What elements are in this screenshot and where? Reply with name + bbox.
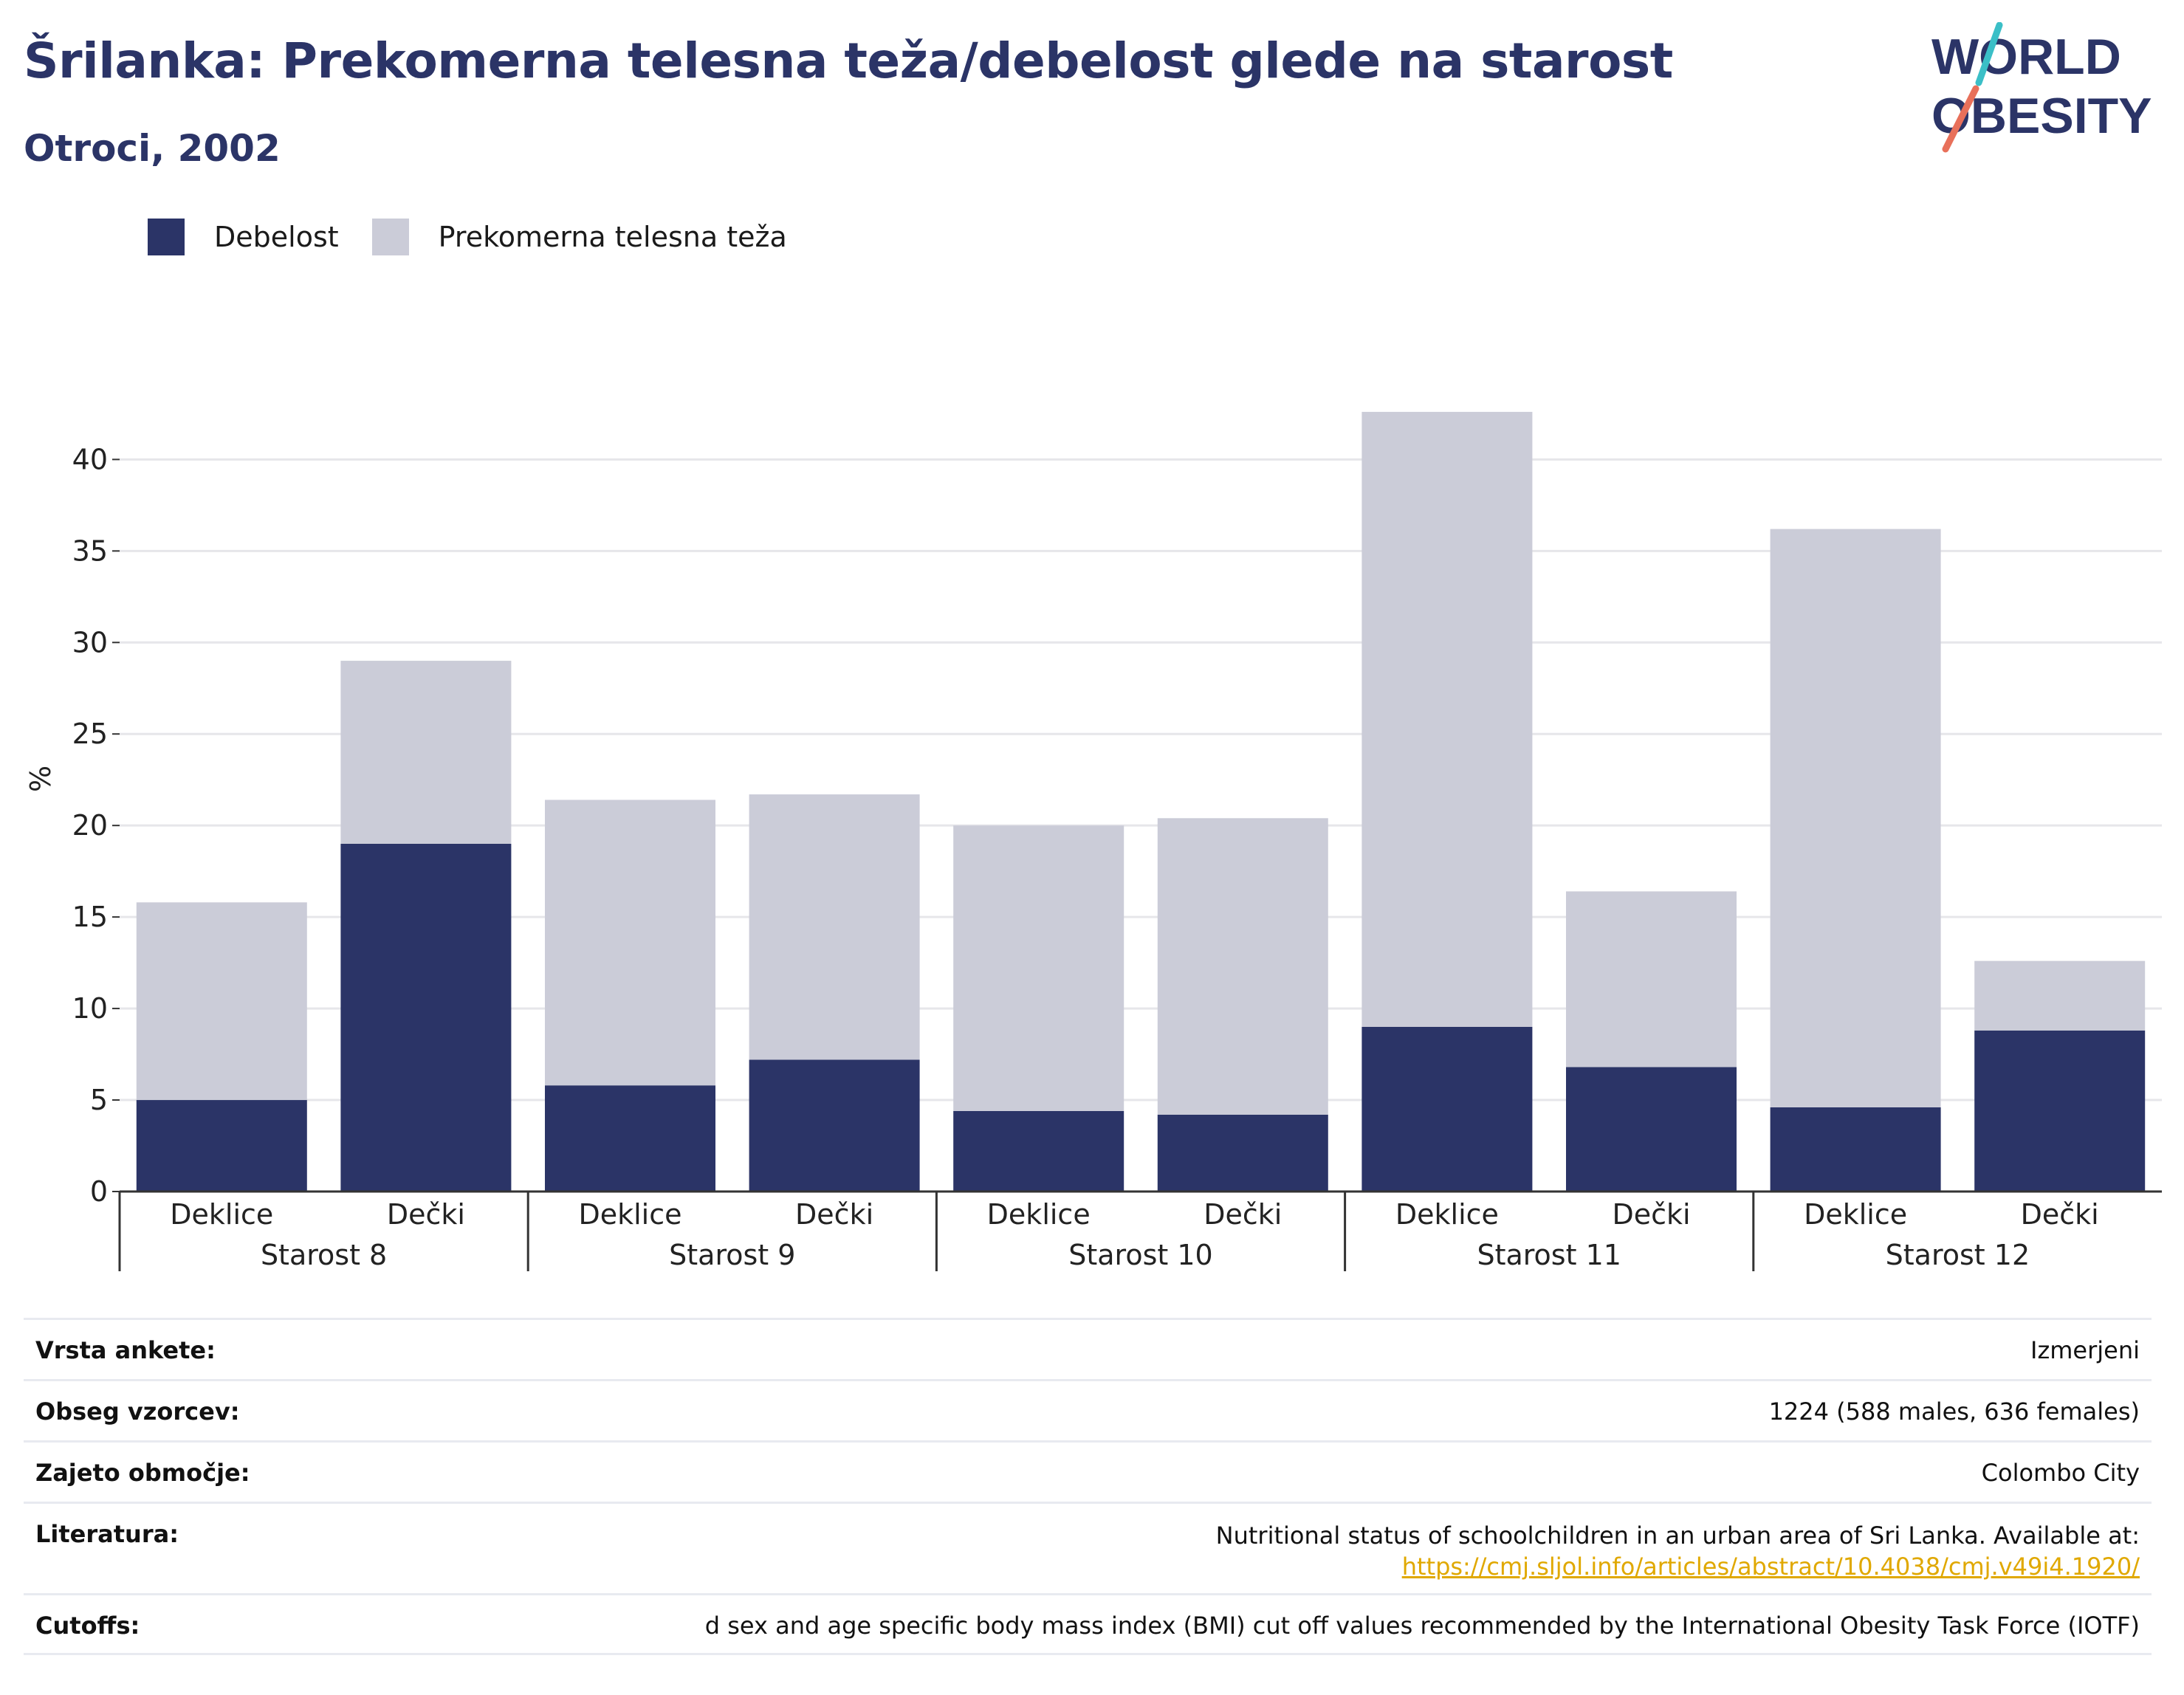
- x-tick-label: Deklice: [578, 1198, 681, 1231]
- legend-swatch-overweight: [371, 219, 409, 255]
- bar-overweight: [1566, 891, 1737, 1067]
- y-tick-label: 15: [72, 901, 108, 933]
- y-tick-label: 35: [72, 534, 108, 567]
- group-label: Starost 9: [669, 1239, 795, 1271]
- bar-obesity: [749, 1059, 920, 1192]
- info-value: Nutritional status of schoolchildren in …: [1215, 1522, 2140, 1581]
- x-tick-label: Dečki: [1203, 1198, 1282, 1231]
- bar-overweight: [1157, 818, 1328, 1115]
- group-label: Starost 11: [1477, 1239, 1621, 1271]
- chart-title: Šrilanka: Prekomerna telesna teža/debelo…: [24, 32, 1673, 89]
- info-label: Cutoffs:: [35, 1612, 140, 1640]
- world-obesity-logo: WORLD OBESITY: [1931, 22, 2152, 153]
- bar-obesity: [1770, 1107, 1941, 1192]
- bar-obesity: [340, 843, 512, 1192]
- info-label: Vrsta ankete:: [35, 1336, 216, 1364]
- survey-info-table: Vrsta ankete: Izmerjeni Obseg vzorcev: 1…: [24, 1318, 2152, 1655]
- x-tick-label: Dečki: [795, 1198, 873, 1231]
- literature-link[interactable]: https://cmj.sljol.info/articles/abstract…: [1401, 1553, 2140, 1581]
- info-row-cutoffs: Cutoffs: d sex and age specific body mas…: [24, 1593, 2152, 1655]
- bar-overweight: [545, 800, 715, 1086]
- info-value: Izmerjeni: [2030, 1336, 2140, 1364]
- bar-obesity: [136, 1100, 307, 1192]
- info-row-area: Zajeto območje: Colombo City: [24, 1440, 2152, 1502]
- bar-overweight: [1361, 411, 1533, 1027]
- info-label: Obseg vzorcev:: [35, 1397, 240, 1426]
- x-tick-label: Deklice: [1395, 1198, 1499, 1231]
- legend-label-overweight: Prekomerna telesna teža: [438, 221, 787, 253]
- x-tick-label: Deklice: [170, 1198, 273, 1231]
- bar-overweight: [1770, 529, 1941, 1107]
- chart-subtitle: Otroci, 2002: [24, 127, 281, 170]
- y-tick-label: 30: [72, 626, 108, 659]
- bar-obesity: [1157, 1114, 1328, 1192]
- legend-item-obesity: Debelost: [148, 219, 339, 255]
- y-tick-label: 40: [72, 443, 108, 475]
- y-tick-label: 10: [72, 992, 108, 1025]
- x-tick-label: Deklice: [987, 1198, 1091, 1231]
- bar-overweight: [953, 825, 1124, 1111]
- bar-overweight: [749, 794, 920, 1060]
- y-tick-label: 20: [72, 809, 108, 842]
- y-tick-label: 5: [90, 1084, 108, 1116]
- legend-item-overweight: Prekomerna telesna teža: [371, 219, 787, 255]
- bar-overweight: [340, 661, 512, 844]
- info-row-literature: Literatura: Nutritional status of school…: [24, 1502, 2152, 1593]
- y-axis-label: %: [24, 766, 57, 792]
- info-value: d sex and age specific body mass index (…: [704, 1612, 2140, 1640]
- x-tick-label: Dečki: [387, 1198, 465, 1231]
- info-value: 1224 (588 males, 636 females): [1768, 1397, 2140, 1426]
- info-row-survey-type: Vrsta ankete: Izmerjeni: [24, 1318, 2152, 1379]
- group-label: Starost 12: [1886, 1239, 2030, 1271]
- group-label: Starost 8: [261, 1239, 387, 1271]
- bar-obesity: [1974, 1030, 2146, 1192]
- legend-label-obesity: Debelost: [214, 221, 339, 253]
- info-value: Colombo City: [1981, 1459, 2140, 1487]
- chart-legend: Debelost Prekomerna telesna teža: [148, 219, 820, 255]
- logo-line1: WORLD: [1931, 29, 2121, 85]
- y-tick-label: 0: [90, 1175, 108, 1208]
- y-tick-label: 25: [72, 718, 108, 750]
- legend-swatch-obesity: [148, 219, 185, 255]
- x-tick-label: Deklice: [1804, 1198, 1907, 1231]
- bar-obesity: [545, 1085, 715, 1192]
- info-row-sample-size: Obseg vzorcev: 1224 (588 males, 636 fema…: [24, 1379, 2152, 1440]
- bar-obesity: [1566, 1067, 1737, 1192]
- info-label: Literatura:: [35, 1520, 179, 1548]
- x-tick-label: Dečki: [1612, 1198, 1690, 1231]
- group-label: Starost 10: [1068, 1239, 1212, 1271]
- bar-overweight: [136, 902, 307, 1101]
- bar-obesity: [1361, 1026, 1533, 1192]
- bar-obesity: [953, 1110, 1124, 1192]
- info-label: Zajeto območje:: [35, 1459, 250, 1487]
- x-tick-label: Dečki: [2021, 1198, 2099, 1231]
- bar-overweight: [1974, 960, 2146, 1031]
